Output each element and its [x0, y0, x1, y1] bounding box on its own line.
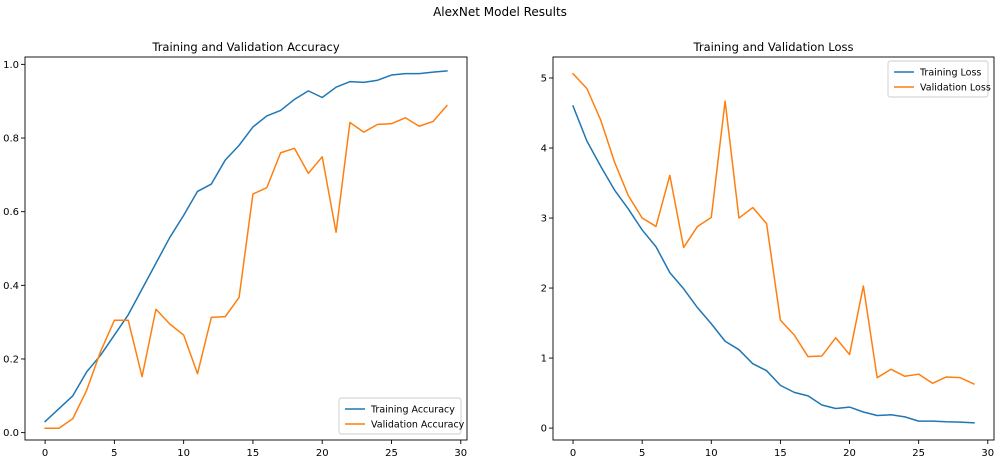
loss-x-tick-label: 10: [705, 448, 718, 459]
accuracy-x-tick-label: 5: [111, 448, 117, 459]
loss-y-tick-label: 1: [541, 354, 547, 365]
accuracy-y-tick-label: 0.4: [3, 281, 19, 292]
accuracy-y-tick-label: 0.6: [3, 207, 19, 218]
accuracy-legend: Training Accuracy Validation Accuracy: [338, 397, 465, 435]
loss-legend-label: Training Loss: [919, 68, 981, 79]
accuracy-x-tick-label: 0: [42, 448, 48, 459]
loss-x-tick-label: 30: [981, 448, 994, 459]
accuracy-legend-label: Validation Accuracy: [371, 420, 465, 431]
loss-x-tick-label: 15: [774, 448, 787, 459]
accuracy-chart-title: Training and Validation Accuracy: [151, 40, 339, 54]
loss-legend-label: Validation Loss: [920, 83, 991, 94]
loss-x-tick-label: 25: [912, 448, 925, 459]
accuracy-x-tick-label: 10: [177, 448, 190, 459]
accuracy-y-tick-label: 0.0: [3, 428, 19, 439]
accuracy-axes-frame: [24, 56, 468, 441]
accuracy-x-tick-label: 25: [385, 448, 398, 459]
loss-series-training-line: [572, 105, 975, 424]
loss-y-tick-label: 3: [541, 214, 547, 225]
accuracy-y-tick-label: 0.2: [3, 354, 19, 365]
loss-legend-box: [887, 60, 989, 98]
figure-title: AlexNet Model Results: [433, 5, 567, 19]
loss-y-tick-label: 0: [541, 424, 547, 435]
accuracy-x-tick-label: 20: [316, 448, 329, 459]
accuracy-series-training-line: [44, 70, 448, 423]
loss-legend: Training Loss Validation Loss: [887, 60, 991, 98]
accuracy-y-tick-label: 1.0: [3, 60, 19, 71]
accuracy-legend-box: [338, 397, 462, 435]
accuracy-x-tick-label: 15: [247, 448, 260, 459]
loss-y-tick-label: 4: [541, 144, 547, 155]
accuracy-x-tick-label: 30: [454, 448, 467, 459]
loss-axes-frame: [552, 56, 995, 441]
loss-y-tick-label: 2: [541, 284, 547, 295]
loss-chart: Training and Validation Loss 0 5 10 15 20 25 3…: [541, 40, 995, 459]
loss-chart-title: Training and Validation Loss: [693, 40, 854, 54]
accuracy-chart: Training and Validation Accuracy 0 5 10 15 2…: [3, 40, 468, 459]
loss-y-tick-label: 5: [541, 74, 547, 85]
loss-series-validation-line: [571, 72, 975, 385]
accuracy-legend-label: Training Accuracy: [370, 405, 455, 416]
accuracy-series-validation-line: [44, 104, 448, 429]
loss-x-tick-label: 20: [843, 448, 856, 459]
loss-x-tick-label: 0: [570, 448, 576, 459]
accuracy-y-tick-label: 0.8: [3, 134, 19, 145]
loss-x-tick-label: 5: [639, 448, 645, 459]
